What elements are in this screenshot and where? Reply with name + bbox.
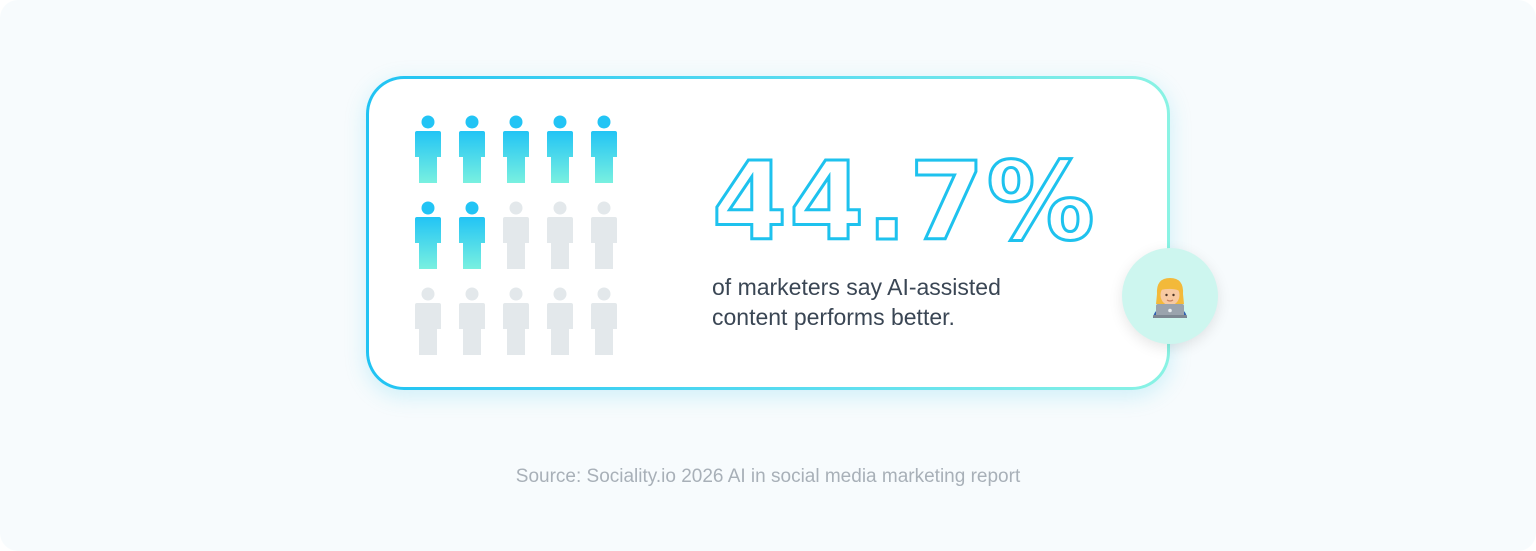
person-icon-highlighted	[503, 115, 529, 183]
person-icon	[415, 287, 441, 355]
stat-card-body: 44.7% of marketers say AI-assisted conte…	[369, 79, 1167, 387]
stat-description-line-2: content performs better.	[712, 304, 955, 330]
person-icon-highlighted	[459, 201, 485, 269]
person-icon-highlighted	[415, 201, 441, 269]
stat-description-line-1: of marketers say AI-assisted	[712, 274, 1001, 300]
person-icon	[547, 201, 573, 269]
person-icon-highlighted	[591, 115, 617, 183]
person-icon	[547, 287, 573, 355]
people-pictogram	[414, 115, 624, 360]
person-icon-highlighted	[547, 115, 573, 183]
person-icon	[503, 201, 529, 269]
stat-value: 44.7%	[711, 140, 1097, 265]
person-icon	[591, 287, 617, 355]
marketer-with-laptop-icon	[1153, 278, 1187, 318]
stat-description: of marketers say AI-assisted content per…	[712, 272, 1092, 332]
source-note: Source: Sociality.io 2026 AI in social m…	[515, 466, 1021, 487]
stat-card: 44.7% of marketers say AI-assisted conte…	[366, 76, 1170, 390]
person-icon	[459, 287, 485, 355]
person-icon-highlighted	[459, 115, 485, 183]
person-icon-highlighted	[415, 115, 441, 183]
person-icon	[503, 287, 529, 355]
marketer-badge	[1122, 248, 1218, 344]
person-icon	[591, 201, 617, 269]
